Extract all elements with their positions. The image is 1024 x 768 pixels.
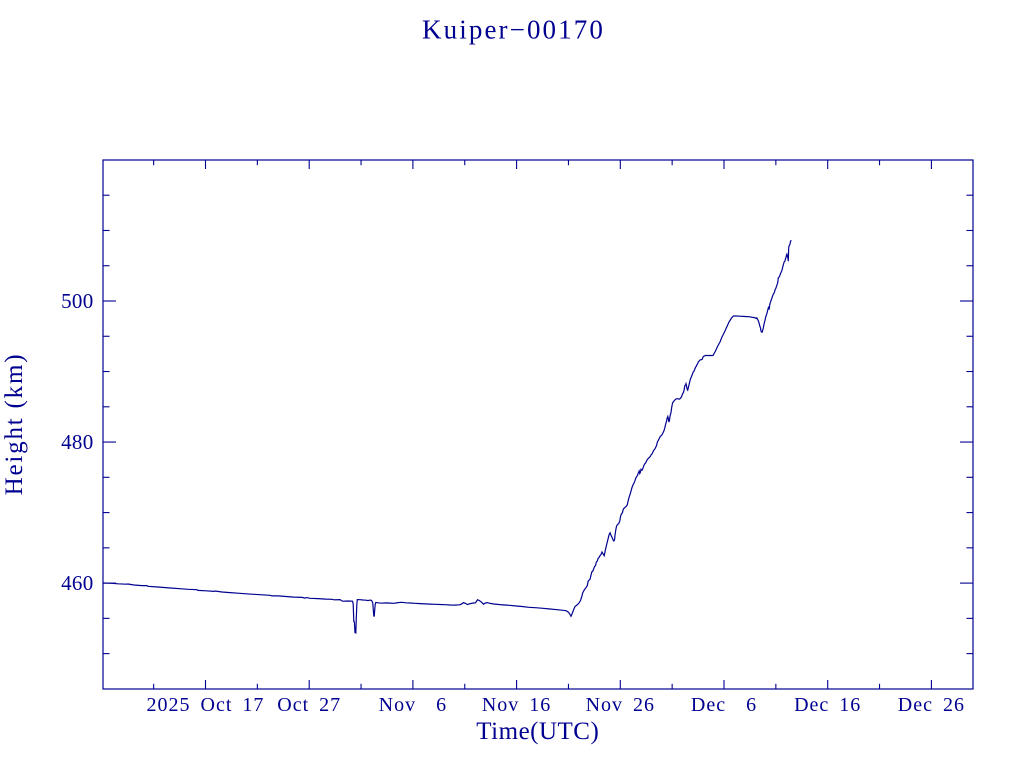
svg-text:500: 500: [61, 289, 93, 313]
svg-text:480: 480: [61, 430, 93, 454]
svg-text:Nov 16: Nov 16: [482, 694, 551, 716]
svg-text:2025 Oct 17: 2025 Oct 17: [147, 694, 265, 716]
svg-text:Time(UTC): Time(UTC): [476, 718, 599, 745]
svg-text:Nov 6: Nov 6: [379, 694, 447, 716]
svg-text:Nov 26: Nov 26: [586, 694, 655, 716]
svg-text:Kuiper−00170: Kuiper−00170: [422, 15, 605, 45]
svg-text:Dec 26: Dec 26: [898, 694, 965, 716]
svg-text:Oct 27: Oct 27: [277, 694, 341, 716]
svg-text:Height (km): Height (km): [1, 353, 28, 496]
svg-text:Dec 6: Dec 6: [691, 694, 757, 716]
svg-text:Dec 16: Dec 16: [794, 694, 861, 716]
svg-text:460: 460: [61, 571, 93, 595]
